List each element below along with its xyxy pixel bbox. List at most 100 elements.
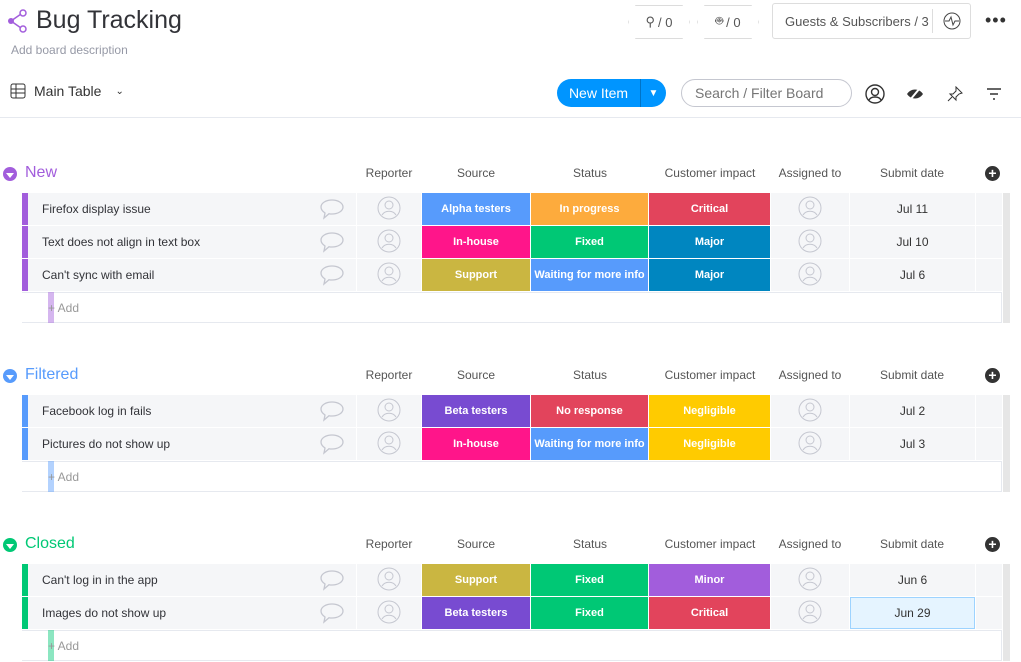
source-cell[interactable]: Alpha testers: [422, 193, 530, 225]
add-column-button[interactable]: +: [985, 368, 1000, 383]
table-row[interactable]: Facebook log in fails Beta testers No res…: [22, 395, 1010, 427]
source-cell[interactable]: In-house: [422, 226, 530, 258]
board-title[interactable]: Bug Tracking: [36, 6, 182, 34]
add-item-label[interactable]: + Add: [48, 301, 80, 315]
view-selector[interactable]: Main Table ⌄: [10, 83, 124, 99]
comment-icon[interactable]: [320, 264, 344, 289]
submit-date-cell[interactable]: Jul 6: [850, 259, 975, 291]
assigned-cell[interactable]: [771, 428, 849, 460]
group-title[interactable]: Closed: [25, 535, 75, 552]
column-header[interactable]: Reporter: [365, 368, 413, 382]
scrollbar[interactable]: [1003, 193, 1010, 323]
assigned-cell[interactable]: [771, 597, 849, 629]
table-row[interactable]: Firefox display issue Alpha testers In pr…: [22, 193, 1010, 225]
more-options-button[interactable]: •••: [985, 10, 1007, 30]
item-name-cell[interactable]: Can't sync with email: [22, 259, 356, 291]
table-row[interactable]: Images do not show up Beta testers Fixed C…: [22, 597, 1010, 629]
column-header[interactable]: Source: [456, 368, 496, 382]
column-header[interactable]: Status: [572, 537, 608, 551]
reporter-cell[interactable]: [357, 597, 421, 629]
source-cell[interactable]: Beta testers: [422, 395, 530, 427]
table-row[interactable]: Can't sync with email Support Waiting for…: [22, 259, 1010, 291]
reporter-cell[interactable]: [357, 259, 421, 291]
column-header[interactable]: Assigned to: [778, 166, 842, 180]
comment-icon[interactable]: [320, 198, 344, 223]
column-header[interactable]: Source: [456, 166, 496, 180]
column-header[interactable]: Submit date: [879, 166, 945, 180]
collapse-group-icon[interactable]: [3, 167, 17, 181]
hide-columns-icon[interactable]: [905, 84, 925, 104]
table-row[interactable]: Text does not align in text box In-house…: [22, 226, 1010, 258]
column-header[interactable]: Submit date: [879, 368, 945, 382]
board-description[interactable]: Add board description: [11, 43, 128, 57]
reporter-cell[interactable]: [357, 226, 421, 258]
add-item-row[interactable]: + Add: [22, 292, 1002, 323]
column-header[interactable]: Submit date: [879, 537, 945, 551]
impact-cell[interactable]: Minor: [649, 564, 770, 596]
add-item-row[interactable]: + Add: [22, 630, 1002, 661]
impact-cell[interactable]: Major: [649, 226, 770, 258]
add-item-label[interactable]: + Add: [48, 639, 80, 653]
column-header[interactable]: Reporter: [365, 166, 413, 180]
status-cell[interactable]: Waiting for more info: [531, 428, 648, 460]
group-title[interactable]: Filtered: [25, 366, 79, 383]
filter-icon[interactable]: [984, 84, 1004, 104]
add-column-button[interactable]: +: [985, 537, 1000, 552]
item-name[interactable]: Images do not show up: [42, 606, 167, 620]
source-cell[interactable]: Beta testers: [422, 597, 530, 629]
search-input[interactable]: [681, 79, 852, 107]
submit-date-cell[interactable]: Jul 11: [850, 193, 975, 225]
impact-cell[interactable]: Major: [649, 259, 770, 291]
reporter-cell[interactable]: [357, 564, 421, 596]
impact-cell[interactable]: Negligible: [649, 428, 770, 460]
impact-cell[interactable]: Critical: [649, 597, 770, 629]
guests-subscribers-button[interactable]: Guests & Subscribers / 3: [772, 3, 971, 39]
submit-date-cell[interactable]: Jun 6: [850, 564, 975, 596]
column-header[interactable]: Customer impact: [664, 537, 756, 551]
scrollbar[interactable]: [1003, 395, 1010, 492]
assigned-cell[interactable]: [771, 226, 849, 258]
group-title[interactable]: New: [25, 164, 58, 181]
reporter-cell[interactable]: [357, 428, 421, 460]
item-name-cell[interactable]: Text does not align in text box: [22, 226, 356, 258]
person-filter-icon[interactable]: [865, 84, 885, 104]
item-name-cell[interactable]: Images do not show up: [22, 597, 356, 629]
integrations-button[interactable]: ⚲/ 0: [628, 5, 690, 39]
column-header[interactable]: Reporter: [365, 537, 413, 551]
item-name-cell[interactable]: Can't log in in the app: [22, 564, 356, 596]
item-name[interactable]: Text does not align in text box: [42, 235, 201, 249]
item-name[interactable]: Can't sync with email: [42, 268, 155, 282]
scrollbar[interactable]: [1003, 564, 1010, 661]
activity-icon[interactable]: [932, 9, 970, 33]
column-header[interactable]: Assigned to: [778, 368, 842, 382]
new-item-button[interactable]: New Item ▼: [557, 79, 666, 107]
item-name-cell[interactable]: Facebook log in fails: [22, 395, 356, 427]
item-name-cell[interactable]: Firefox display issue: [22, 193, 356, 225]
status-cell[interactable]: Waiting for more info: [531, 259, 648, 291]
collapse-group-icon[interactable]: [3, 538, 17, 552]
item-name[interactable]: Facebook log in fails: [42, 404, 152, 418]
status-cell[interactable]: In progress: [531, 193, 648, 225]
status-cell[interactable]: Fixed: [531, 597, 648, 629]
new-item-label[interactable]: New Item: [557, 79, 641, 107]
item-name[interactable]: Pictures do not show up: [42, 437, 171, 451]
column-header[interactable]: Source: [456, 537, 496, 551]
comment-icon[interactable]: [320, 400, 344, 425]
submit-date-cell[interactable]: Jul 3: [850, 428, 975, 460]
comment-icon[interactable]: [320, 602, 344, 627]
column-header[interactable]: Status: [572, 166, 608, 180]
status-cell[interactable]: Fixed: [531, 564, 648, 596]
comment-icon[interactable]: [320, 433, 344, 458]
status-cell[interactable]: Fixed: [531, 226, 648, 258]
table-row[interactable]: Pictures do not show up In-house Waiting …: [22, 428, 1010, 460]
submit-date-cell[interactable]: Jul 2: [850, 395, 975, 427]
collapse-group-icon[interactable]: [3, 369, 17, 383]
column-header[interactable]: Customer impact: [664, 166, 756, 180]
assigned-cell[interactable]: [771, 193, 849, 225]
column-header[interactable]: Status: [572, 368, 608, 382]
comment-icon[interactable]: [320, 231, 344, 256]
item-name-cell[interactable]: Pictures do not show up: [22, 428, 356, 460]
comment-icon[interactable]: [320, 569, 344, 594]
automations-button[interactable]: 🤖︎/ 0: [697, 5, 759, 39]
impact-cell[interactable]: Critical: [649, 193, 770, 225]
